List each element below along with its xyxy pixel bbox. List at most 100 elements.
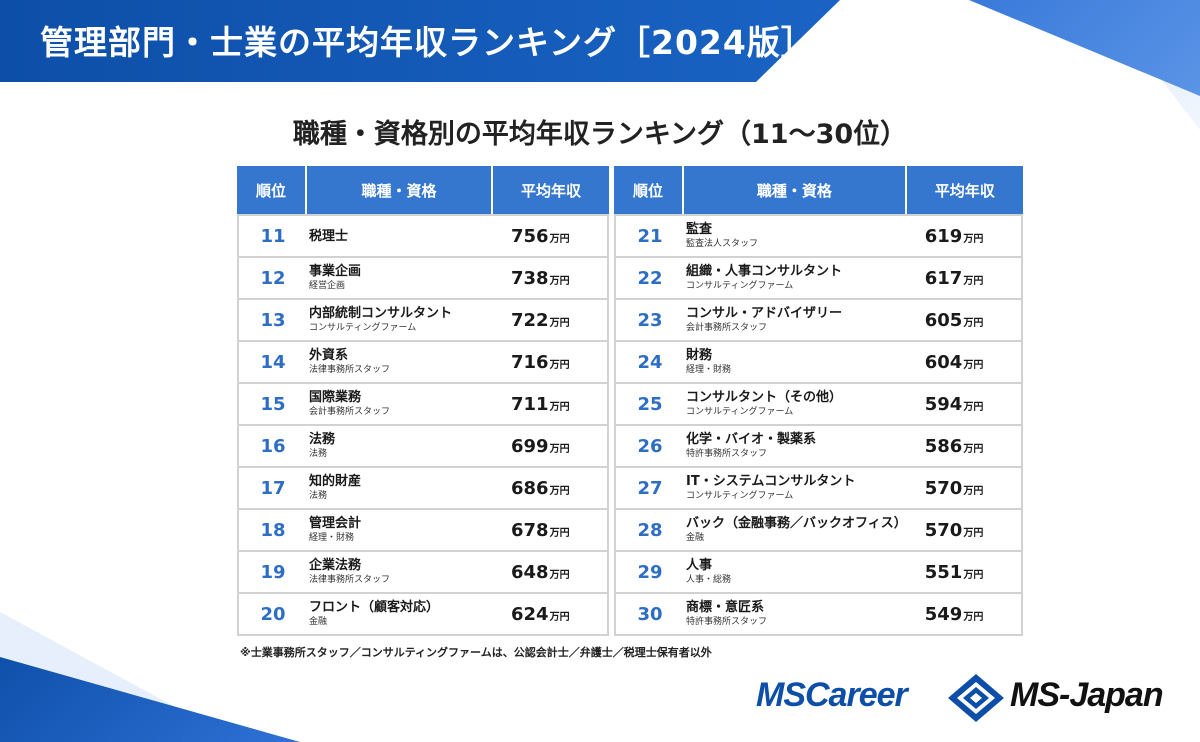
- job-subtitle: コンサルティングファーム: [686, 280, 794, 291]
- salary-cell: 594万円: [906, 384, 1023, 426]
- salary-unit: 万円: [549, 233, 570, 245]
- job-title: IT・システムコンサルタント: [686, 473, 856, 489]
- salary-value: 678: [511, 519, 549, 541]
- table-row: 11 税理士 756万円: [237, 214, 609, 258]
- salary-unit: 万円: [963, 233, 984, 245]
- salary-cell: 570万円: [906, 468, 1023, 510]
- table-row: 23 コンサル・アドバイザリー 会計事務所スタッフ 605万円: [614, 300, 1023, 342]
- table-row: 30 商標・意匠系 特許事務所スタッフ 549万円: [614, 594, 1023, 636]
- rank-number: 14: [237, 342, 307, 384]
- job-subtitle: コンサルティングファーム: [686, 406, 794, 417]
- job-cell: 管理会計 経理・財務: [307, 510, 493, 552]
- salary-unit: 万円: [963, 401, 984, 413]
- salary-unit: 万円: [549, 485, 570, 497]
- salary-value: 619: [924, 225, 963, 247]
- table-row: 26 化学・バイオ・製薬系 特許事務所スタッフ 586万円: [614, 426, 1023, 468]
- table-row: 27 IT・システムコンサルタント コンサルティングファーム 570万円: [614, 468, 1023, 510]
- job-subtitle: 法律事務所スタッフ: [309, 364, 391, 375]
- rank-number: 18: [237, 510, 307, 552]
- salary-value: 586: [924, 435, 963, 457]
- job-subtitle: 経営企画: [309, 280, 346, 291]
- job-cell: 財務 経理・財務: [684, 342, 907, 384]
- job-title: 税理士: [309, 228, 349, 244]
- rank-number: 23: [614, 300, 684, 342]
- salary-unit: 万円: [549, 401, 570, 413]
- job-subtitle: 法務: [309, 490, 328, 501]
- header-rank: 順位: [237, 166, 307, 214]
- rank-number: 30: [614, 594, 684, 636]
- job-cell: 監査 監査法人スタッフ: [684, 214, 907, 258]
- job-title: 商標・意匠系: [686, 599, 765, 615]
- rank-number: 21: [614, 214, 684, 258]
- salary-unit: 万円: [549, 611, 570, 623]
- job-cell: バック（金融事務／バックオフィス） 金融: [684, 510, 907, 552]
- job-subtitle: 金融: [309, 616, 328, 627]
- salary-unit: 万円: [549, 275, 570, 287]
- table-row: 15 国際業務 会計事務所スタッフ 711万円: [237, 384, 609, 426]
- salary-cell: 624万円: [493, 594, 609, 636]
- job-subtitle: 法律事務所スタッフ: [309, 574, 391, 585]
- job-subtitle: コンサルティングファーム: [686, 490, 794, 501]
- salary-cell: 756万円: [493, 214, 609, 258]
- job-cell: コンサル・アドバイザリー 会計事務所スタッフ: [684, 300, 907, 342]
- job-cell: フロント（顧客対応） 金融: [307, 594, 493, 636]
- job-cell: 人事 人事・総務: [684, 552, 907, 594]
- salary-value: 756: [511, 225, 549, 247]
- job-title: 企業法務: [309, 557, 362, 573]
- rank-number: 13: [237, 300, 307, 342]
- job-subtitle: 経理・財務: [309, 532, 355, 543]
- salary-value: 648: [511, 561, 549, 583]
- salary-unit: 万円: [549, 569, 570, 581]
- rank-number: 16: [237, 426, 307, 468]
- job-subtitle: 会計事務所スタッフ: [309, 406, 391, 417]
- job-subtitle: 特許事務所スタッフ: [686, 616, 768, 627]
- decor-top-right: [969, 0, 1200, 96]
- rank-number: 11: [237, 214, 307, 258]
- job-title: バック（金融事務／バックオフィス）: [686, 515, 907, 531]
- salary-cell: 648万円: [493, 552, 609, 594]
- table-row: 29 人事 人事・総務 551万円: [614, 552, 1023, 594]
- salary-value: 551: [924, 561, 963, 583]
- job-title: 知的財産: [309, 473, 362, 489]
- salary-cell: 722万円: [493, 300, 609, 342]
- salary-unit: 万円: [549, 317, 570, 329]
- job-title: 管理会計: [309, 515, 362, 531]
- job-title: 事業企画: [309, 263, 362, 279]
- salary-value: 738: [511, 267, 549, 289]
- job-cell: 事業企画 経営企画: [307, 258, 493, 300]
- job-subtitle: 金融: [686, 532, 705, 543]
- job-subtitle: 経理・財務: [686, 364, 732, 375]
- job-title: 内部統制コンサルタント: [309, 305, 453, 321]
- job-cell: 企業法務 法律事務所スタッフ: [307, 552, 493, 594]
- page-title: 管理部門・士業の平均年収ランキング［2024版］: [40, 23, 815, 62]
- salary-cell: 678万円: [493, 510, 609, 552]
- job-title: コンサル・アドバイザリー: [686, 305, 843, 321]
- salary-value: 624: [511, 603, 549, 625]
- ranking-rows-right: 21 監査 監査法人スタッフ 619万円 22 組織・人事コンサルタント コンサルティングフ…: [614, 214, 1023, 636]
- job-title: 組織・人事コンサルタント: [686, 263, 843, 279]
- job-title: 監査: [686, 221, 713, 237]
- footnote: ※士業事務所スタッフ／コンサルティングファームは、公認会計士／弁護士／税理士保有…: [240, 646, 712, 659]
- salary-value: 549: [924, 603, 963, 625]
- job-cell: 外資系 法律事務所スタッフ: [307, 342, 493, 384]
- salary-cell: 699万円: [493, 426, 609, 468]
- ranking-rows-left: 11 税理士 756万円 12 事業企画 経営企画 738万円 13 内部統制コンサルタント コン…: [237, 214, 609, 636]
- salary-unit: 万円: [963, 485, 984, 497]
- job-subtitle: 法務: [309, 448, 328, 459]
- salary-cell: 570万円: [906, 510, 1023, 552]
- rank-number: 25: [614, 384, 684, 426]
- salary-cell: 711万円: [493, 384, 609, 426]
- table-header-row: 順位 職種・資格 平均年収: [237, 166, 609, 214]
- rank-number: 20: [237, 594, 307, 636]
- job-subtitle: 会計事務所スタッフ: [686, 322, 768, 333]
- salary-cell: 586万円: [906, 426, 1023, 468]
- job-cell: 化学・バイオ・製薬系 特許事務所スタッフ: [684, 426, 907, 468]
- table-row: 25 コンサルタント（その他） コンサルティングファーム 594万円: [614, 384, 1023, 426]
- table-row: 14 外資系 法律事務所スタッフ 716万円: [237, 342, 609, 384]
- rank-number: 24: [614, 342, 684, 384]
- salary-cell: 551万円: [906, 552, 1023, 594]
- ranking-table-left: 順位 職種・資格 平均年収 11 税理士 756万円 12 事業企画 経営企画 738万円 1…: [237, 166, 609, 636]
- salary-unit: 万円: [549, 527, 570, 539]
- header-rank: 順位: [614, 166, 684, 214]
- msjapan-logo: MS-Japan: [1010, 676, 1164, 714]
